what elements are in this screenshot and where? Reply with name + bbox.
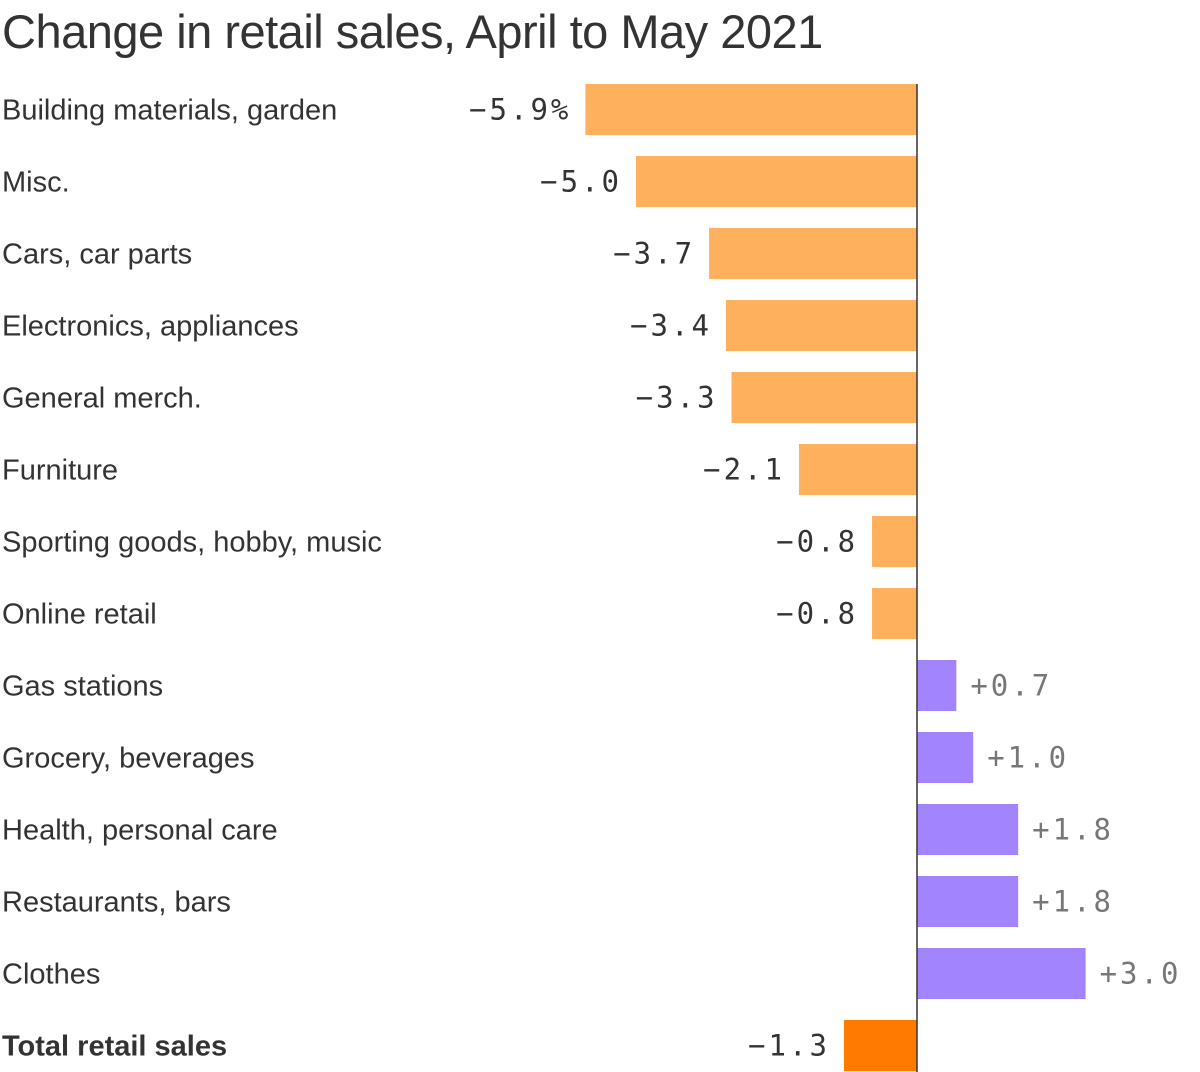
bar [872,588,917,639]
category-label: Gas stations [2,671,163,703]
value-label: +1.8 [1032,813,1114,847]
value-label: −3.7 [613,237,695,271]
category-label: Online retail [2,599,157,631]
bars [585,84,1086,1071]
bar [917,732,974,783]
category-labels: Building materials, garden Misc. Cars, car… [2,95,382,1063]
value-label: +3.0 [1100,957,1182,991]
category-label: Sporting goods, hobby, music [2,527,382,559]
bar [636,156,917,207]
category-label: Building materials, garden [2,95,337,127]
category-label: Health, personal care [2,815,278,847]
value-label: +1.8 [1032,885,1114,919]
category-label: Grocery, beverages [2,743,255,775]
chart-title: Change in retail sales, April to May 202… [2,5,823,58]
bar [917,660,957,711]
bar [917,876,1019,927]
value-label: −5.9% [469,93,571,127]
value-labels: −5.9% −5.0 −3.7 −3.4 −3.3 −2.1 −0.8 −0.8 +0.7 +1.… [469,93,1182,1063]
value-label: +0.7 [970,669,1052,703]
bar [585,84,917,135]
value-label: −3.3 [636,381,718,415]
category-label: Misc. [2,167,70,199]
value-label: −5.0 [540,165,622,199]
bar [725,300,917,351]
category-label: Clothes [2,959,100,991]
value-label: −0.8 [776,525,858,559]
value-label: +1.0 [987,741,1069,775]
category-label: Total retail sales [2,1031,227,1063]
value-label: −0.8 [776,597,858,631]
bar [872,516,917,567]
bar [917,948,1086,999]
bar [731,372,917,423]
category-label: General merch. [2,383,202,415]
category-label: Furniture [2,455,118,487]
bar [798,444,917,495]
value-label: −1.3 [748,1029,830,1063]
bar [709,228,917,279]
category-label: Cars, car parts [2,239,192,271]
value-label: −3.4 [630,309,712,343]
category-label: Restaurants, bars [2,887,231,919]
value-label: −2.1 [703,453,785,487]
category-label: Electronics, appliances [2,311,299,343]
bar [917,804,1019,855]
bar [843,1020,917,1071]
